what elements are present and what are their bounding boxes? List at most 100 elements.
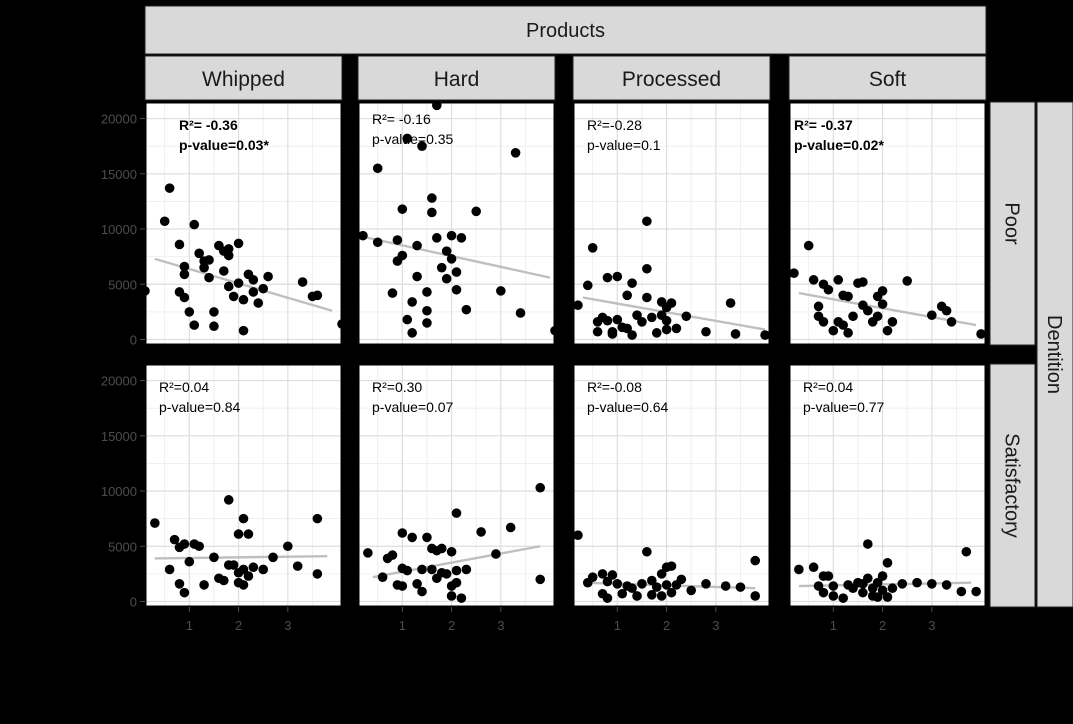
data-point [946, 317, 957, 327]
data-point [422, 287, 432, 297]
data-point [174, 239, 185, 250]
data-point [496, 286, 506, 296]
r-squared-label: R²= -0.37 [794, 117, 853, 133]
data-point [505, 522, 516, 533]
data-point [199, 580, 209, 590]
r-squared-label: R²=0.30 [372, 379, 422, 395]
data-point [407, 328, 417, 338]
data-point [872, 592, 883, 602]
y-tick-label: 5000 [108, 539, 137, 554]
y-tick-label: 15000 [101, 429, 137, 444]
data-point [627, 278, 637, 288]
data-point [233, 278, 244, 288]
data-point [209, 321, 219, 332]
data-point [607, 570, 618, 580]
regression-line [798, 291, 977, 327]
x-tick-label: 1 [399, 618, 406, 633]
data-point [456, 593, 467, 603]
data-point [877, 585, 888, 596]
data-point [358, 230, 368, 241]
x-tick-label: 2 [448, 618, 455, 633]
p-value-label: p-value=0.07 [372, 399, 454, 415]
data-point [194, 248, 204, 259]
data-point [446, 546, 457, 557]
data-point [971, 586, 981, 597]
data-point [238, 580, 249, 590]
data-point [397, 250, 408, 261]
data-point [471, 206, 482, 217]
panel-poor-processed: R²=-0.28 p-value=0.1 [571, 100, 772, 347]
p-value-label: p-value=0.02* [794, 137, 884, 153]
data-point [666, 561, 677, 571]
r-squared-label: R²=-0.28 [587, 117, 642, 133]
data-point [877, 286, 888, 296]
data-point [823, 284, 834, 295]
panel-grid [573, 102, 770, 345]
data-point [184, 556, 195, 567]
data-point [882, 592, 893, 602]
data-point [238, 564, 249, 575]
row-strip-poor [989, 101, 1036, 346]
data-point [843, 328, 853, 338]
strip-layer: Products Whipped Hard Processed Soft Poor Sati… [144, 5, 1073, 608]
data-point [387, 550, 398, 560]
data-point [573, 530, 583, 541]
data-point [174, 579, 185, 589]
data-point [656, 569, 667, 579]
row-label-poor: Poor [1001, 202, 1023, 245]
data-point [515, 308, 526, 318]
data-point [417, 586, 427, 597]
panel-border [787, 100, 988, 347]
data-point [219, 266, 229, 276]
data-point [179, 261, 190, 272]
data-point [725, 298, 736, 308]
data-point [238, 513, 249, 524]
data-point [656, 591, 667, 601]
panel-grid [789, 364, 986, 607]
column-strip-soft [788, 55, 987, 101]
data-point [248, 562, 259, 573]
data-point [209, 552, 219, 563]
panel-border [143, 362, 344, 609]
column-label-processed: Processed [622, 68, 721, 91]
data-point [602, 576, 613, 587]
data-point [808, 562, 819, 573]
data-point [632, 310, 642, 320]
p-value-label: p-value=0.03* [179, 137, 269, 153]
data-point [263, 271, 273, 282]
data-point [397, 528, 408, 538]
data-point [510, 148, 521, 158]
r-squared-label: R²=-0.08 [587, 379, 642, 395]
data-point [199, 262, 209, 273]
data-point [451, 508, 462, 518]
column-label-whipped: Whipped [202, 68, 285, 91]
data-point [661, 324, 672, 335]
data-point [681, 311, 692, 322]
data-point [446, 591, 457, 601]
data-point [651, 328, 662, 338]
row-strip-satisfactory [989, 363, 1036, 608]
panel-border [356, 100, 557, 347]
data-point [750, 591, 761, 601]
data-point [372, 237, 383, 248]
y-tick-label: 20000 [101, 374, 137, 389]
data-point [642, 216, 652, 227]
data-point [642, 263, 652, 274]
p-value-label: p-value=0.84 [159, 399, 241, 415]
data-point [642, 546, 652, 557]
y-tick-label: 5000 [108, 277, 137, 292]
data-point [402, 565, 413, 576]
data-point [451, 267, 462, 277]
p-value-label: p-value=0.35 [372, 131, 454, 147]
data-point [417, 141, 427, 151]
panel-border [571, 362, 772, 609]
data-point [164, 564, 175, 575]
panel-border [143, 100, 344, 347]
data-point [863, 305, 873, 316]
data-point [243, 571, 254, 581]
regression-line [582, 296, 766, 331]
x-tick-label: 3 [284, 618, 291, 633]
data-point [258, 564, 269, 575]
data-point [927, 579, 937, 589]
data-point [209, 307, 219, 317]
